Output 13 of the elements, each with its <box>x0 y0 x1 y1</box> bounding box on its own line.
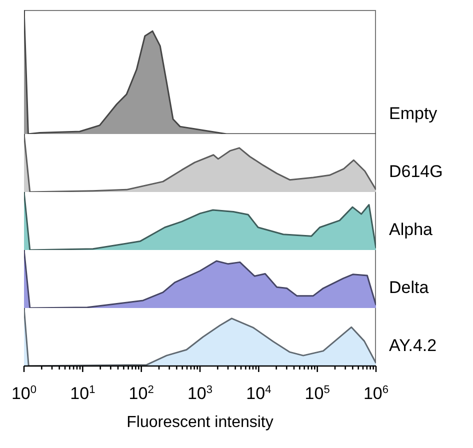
x-tick-label: 10$^{6}$ <box>363 384 389 403</box>
x-axis-title: Fluorescent intensity <box>126 414 274 432</box>
x-tick-label: 10$^{1}$ <box>70 384 96 403</box>
series-label: AY.4.2 <box>389 336 437 356</box>
series-label: Delta <box>389 278 429 298</box>
series-label: Alpha <box>389 220 432 240</box>
series-label: Empty <box>389 104 438 124</box>
x-tick-label: 10$^{5}$ <box>304 384 330 403</box>
x-tick-label: 10$^{3}$ <box>187 384 213 403</box>
x-tick-label: 10$^{2}$ <box>128 384 154 403</box>
x-tick-label: 10$^{4}$ <box>246 384 272 403</box>
series-label: D614G <box>389 162 443 182</box>
x-tick-label: 10$^{0}$ <box>11 384 37 403</box>
